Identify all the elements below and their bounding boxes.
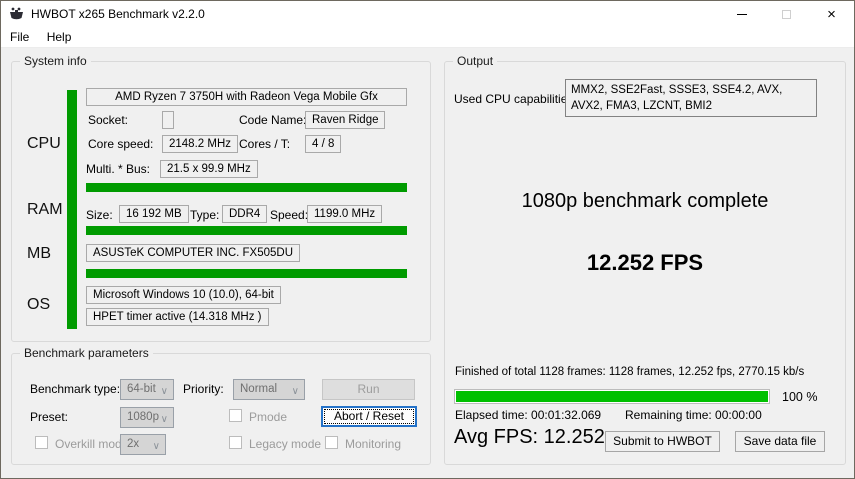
close-icon: ×	[827, 5, 836, 23]
ram-section-label: RAM	[27, 201, 63, 218]
overkill-multiplier-dropdown[interactable]: 2x ∨	[120, 434, 166, 455]
priority-label: Priority:	[183, 382, 224, 396]
maximize-button[interactable]	[764, 1, 809, 27]
cpu-capabilities-box: MMX2, SSE2Fast, SSSE3, SSE4.2, AVX, AVX2…	[565, 79, 817, 117]
menu-help[interactable]: Help	[46, 30, 72, 44]
pmode-label: Pmode	[249, 410, 288, 424]
progress-bar	[454, 389, 770, 404]
chevron-down-icon: ∨	[291, 386, 299, 397]
elapsed-time-text: Elapsed time: 00:01:32.069	[455, 408, 602, 422]
submit-to-hwbot-button[interactable]: Submit to HWBOT	[605, 431, 720, 452]
pmode-checkbox[interactable]	[229, 409, 242, 422]
benchmark-type-value: 64-bit	[127, 383, 156, 395]
minimize-button[interactable]	[719, 1, 764, 27]
abort-reset-button[interactable]: Abort / Reset	[321, 406, 417, 427]
core-speed-box: 2148.2 MHz	[162, 135, 239, 153]
title-bar[interactable]: HWBOT x265 Benchmark v2.2.0 ×	[1, 1, 854, 27]
benchmark-status-text: 1080p benchmark complete	[521, 190, 769, 212]
ram-type-label: Type:	[190, 208, 220, 222]
core-speed-label: Core speed:	[88, 137, 154, 151]
preset-label: Preset:	[30, 410, 69, 424]
code-name-box: Raven Ridge	[305, 111, 386, 129]
hpet-timer-box: HPET timer active (14.318 MHz )	[86, 308, 269, 326]
info-bar-cpu-ram	[86, 183, 407, 192]
avg-fps-text: Avg FPS: 12.252	[454, 426, 605, 448]
os-box: Microsoft Windows 10 (10.0), 64-bit	[86, 286, 281, 304]
ram-size-box: 16 192 MB	[119, 205, 189, 223]
cores-box: 4 / 8	[305, 135, 342, 153]
minimize-icon	[736, 13, 747, 15]
os-section-label: OS	[27, 296, 51, 313]
output-group: Output Used CPU capabilities: MMX2, SSE2…	[444, 54, 846, 465]
chevron-down-icon: ∨	[160, 386, 168, 397]
benchmark-parameters-title: Benchmark parameters	[20, 346, 153, 360]
cpu-capabilities-label: Used CPU capabilities:	[454, 92, 577, 106]
socket-label: Socket:	[88, 113, 129, 127]
app-icon	[10, 7, 23, 20]
overkill-multiplier-value: 2x	[127, 438, 140, 450]
cores-label: Cores / T:	[239, 137, 291, 151]
info-bar-mb-os	[86, 269, 407, 278]
run-button[interactable]: Run	[322, 379, 415, 400]
menu-file[interactable]: File	[10, 30, 30, 44]
remaining-time-text: Remaining time: 00:00:00	[625, 408, 762, 422]
ram-speed-label: Speed:	[270, 208, 309, 222]
ram-speed-box: 1199.0 MHz	[307, 205, 383, 223]
frames-summary-text: Finished of total 1128 frames: 1128 fram…	[455, 366, 805, 378]
priority-dropdown[interactable]: Normal ∨	[233, 379, 305, 400]
multi-bus-box: 21.5 x 99.9 MHz	[160, 160, 258, 178]
chevron-down-icon: ∨	[152, 441, 160, 452]
ram-type-box: DDR4	[222, 205, 268, 223]
maximize-icon	[782, 9, 791, 19]
chevron-down-icon: ∨	[160, 414, 168, 425]
menu-bar: File Help	[1, 27, 854, 48]
legacy-mode-checkbox[interactable]	[229, 436, 242, 449]
benchmark-parameters-group: Benchmark parameters Benchmark type: 64-…	[11, 346, 431, 465]
mb-section-label: MB	[27, 245, 51, 262]
preset-value: 1080p	[127, 411, 159, 423]
fps-result-text: 12.252 FPS	[586, 250, 704, 275]
system-info-title: System info	[20, 54, 91, 68]
overkill-mode-checkbox[interactable]	[35, 436, 48, 449]
cpu-name-box: AMD Ryzen 7 3750H with Radeon Vega Mobil…	[86, 88, 407, 106]
save-data-file-button[interactable]: Save data file	[735, 431, 825, 452]
benchmark-type-label: Benchmark type:	[30, 382, 121, 396]
benchmark-type-dropdown[interactable]: 64-bit ∨	[120, 379, 174, 400]
overkill-mode-label: Overkill mode	[55, 437, 129, 451]
cpu-section-label: CPU	[27, 135, 61, 152]
priority-value: Normal	[240, 383, 278, 395]
system-info-group: System info CPU AMD Ryzen 7 3750H with R…	[11, 54, 431, 342]
socket-value-box	[162, 111, 174, 129]
monitoring-label: Monitoring	[345, 437, 402, 451]
info-bar-ram-mb	[86, 226, 407, 235]
legacy-mode-label: Legacy mode	[249, 437, 322, 451]
ram-size-label: Size:	[86, 208, 113, 222]
monitoring-checkbox[interactable]	[325, 436, 338, 449]
progress-percent-label: 100 %	[782, 390, 818, 404]
preset-dropdown[interactable]: 1080p ∨	[120, 407, 174, 428]
multi-bus-label: Multi. * Bus:	[86, 162, 151, 176]
motherboard-box: ASUSTeK COMPUTER INC. FX505DU	[86, 244, 301, 262]
info-vertical-bar	[67, 90, 77, 329]
close-button[interactable]: ×	[809, 1, 854, 27]
progress-bar-fill	[456, 391, 768, 402]
window-title: HWBOT x265 Benchmark v2.2.0	[31, 7, 205, 21]
output-title: Output	[453, 54, 498, 68]
code-name-label: Code Name:	[239, 113, 307, 127]
